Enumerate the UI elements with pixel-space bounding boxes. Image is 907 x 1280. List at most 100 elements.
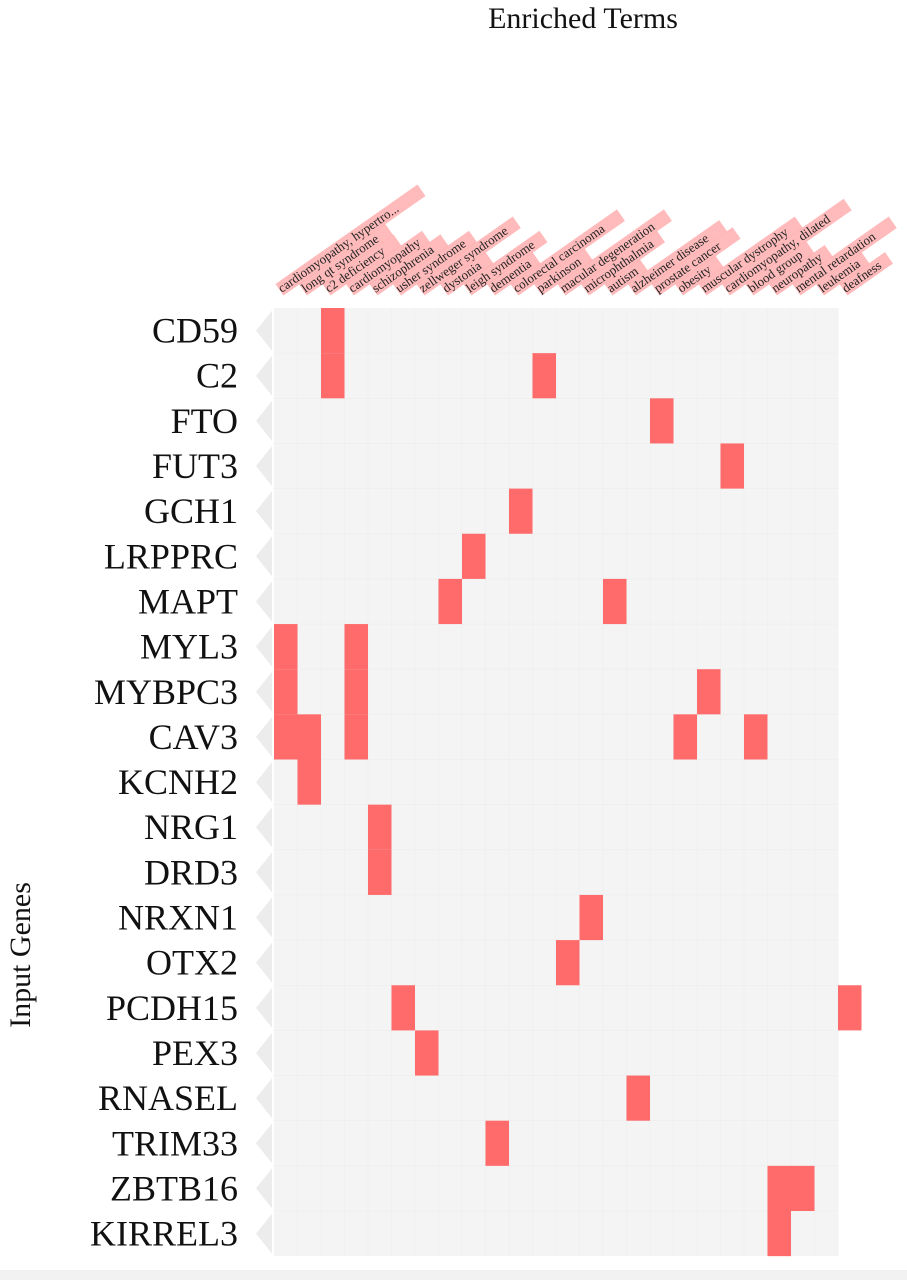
heatmap-cell bbox=[650, 398, 674, 444]
term-label-highlight bbox=[651, 227, 741, 296]
gene-label: DRD3 bbox=[144, 852, 238, 892]
heatmap-cell bbox=[438, 578, 462, 625]
gene-label: LRPPRC bbox=[104, 536, 238, 576]
term-label-highlight bbox=[345, 230, 430, 296]
gene-label: CD59 bbox=[152, 311, 238, 351]
row-pointer bbox=[256, 536, 272, 577]
row-pointer bbox=[256, 716, 272, 757]
row-pointer bbox=[256, 852, 272, 893]
heatmap-cell bbox=[274, 714, 298, 760]
heatmap-cell bbox=[344, 624, 368, 670]
term-label-highlight bbox=[298, 223, 394, 296]
heatmap-cell bbox=[368, 849, 392, 895]
row-pointer bbox=[256, 1078, 272, 1119]
heatmap-cell bbox=[321, 308, 345, 354]
term-label-highlight bbox=[745, 241, 815, 296]
term-label-highlight bbox=[486, 252, 541, 296]
heatmap-cell bbox=[321, 353, 345, 399]
heatmap-cell bbox=[579, 894, 603, 941]
heatmap-cell bbox=[720, 443, 744, 489]
heatmap-cell bbox=[391, 985, 415, 1031]
heatmap-cell bbox=[626, 1075, 650, 1121]
row-pointer bbox=[256, 987, 272, 1028]
row-pointer bbox=[256, 897, 272, 938]
heatmap-cells bbox=[274, 308, 862, 1257]
row-pointer bbox=[256, 1213, 272, 1254]
gene-label: C2 bbox=[196, 356, 238, 396]
heatmap-cell bbox=[532, 353, 556, 399]
row-pointer bbox=[256, 626, 272, 667]
row-pointer bbox=[256, 446, 272, 487]
term-label-highlight bbox=[369, 234, 449, 296]
term-label-highlight bbox=[698, 216, 803, 296]
term-label-highlight bbox=[580, 230, 665, 296]
heatmap-cell bbox=[767, 1165, 791, 1211]
heatmap-cell bbox=[462, 533, 486, 579]
y-axis-label: Input Genes bbox=[4, 882, 37, 1028]
gene-label: FUT3 bbox=[152, 446, 238, 486]
term-label-highlight bbox=[533, 248, 593, 296]
gene-label: MYL3 bbox=[140, 627, 238, 667]
row-pointer bbox=[256, 1123, 272, 1164]
heatmap-cell bbox=[838, 985, 862, 1031]
heatmap-cell bbox=[274, 669, 298, 715]
term-label-highlight bbox=[627, 220, 728, 296]
heatmap-cell bbox=[791, 1165, 815, 1211]
term-label-highlight bbox=[839, 252, 894, 296]
bottom-divider bbox=[0, 1270, 907, 1280]
row-pointer bbox=[256, 1032, 272, 1073]
term-label-highlight bbox=[322, 234, 402, 296]
term-label-highlight bbox=[439, 252, 494, 296]
gene-label: CAV3 bbox=[149, 717, 238, 757]
heatmap-cell bbox=[509, 488, 533, 534]
heatmap-cell bbox=[485, 1120, 509, 1166]
term-label-highlights bbox=[275, 184, 897, 296]
heatmap-cell bbox=[274, 624, 298, 670]
term-label-highlight bbox=[721, 198, 852, 296]
row-pointer bbox=[256, 671, 272, 712]
row-pointer bbox=[256, 491, 272, 532]
gene-label: TRIM33 bbox=[112, 1123, 238, 1163]
row-pointer bbox=[256, 942, 272, 983]
heatmap-cell bbox=[297, 714, 321, 760]
gene-label: ZBTB16 bbox=[110, 1168, 238, 1208]
heatmap-cell bbox=[344, 714, 368, 760]
term-labels: cardiomyopathy, hypertro...long qt syndr… bbox=[275, 201, 884, 296]
term-label-highlight bbox=[604, 259, 648, 296]
gene-label: KIRREL3 bbox=[90, 1214, 238, 1254]
term-label-highlight bbox=[416, 216, 521, 296]
term-label-highlight bbox=[815, 252, 870, 296]
gene-labels: CD59 C2 FTO FUT3 GCH1 LRPPRC MAPT MYL3 MYBPC3 CAV… bbox=[90, 311, 238, 1254]
heatmap-cell bbox=[297, 759, 321, 805]
gene-label: KCNH2 bbox=[118, 762, 238, 802]
gene-label: MAPT bbox=[138, 581, 238, 621]
row-pointer bbox=[256, 355, 272, 396]
row-pointer bbox=[256, 400, 272, 441]
term-label-highlight bbox=[510, 209, 625, 296]
heatmap-cell bbox=[415, 1030, 439, 1076]
gene-label: MYBPC3 bbox=[94, 672, 238, 712]
heatmap-cell bbox=[344, 669, 368, 715]
term-label-highlight bbox=[392, 230, 477, 296]
heatmap-cell bbox=[368, 804, 392, 850]
gene-label: OTX2 bbox=[146, 943, 238, 983]
term-label-highlight bbox=[674, 255, 724, 296]
gene-label: RNASEL bbox=[98, 1078, 238, 1118]
heatmap-cell bbox=[603, 578, 627, 625]
chart-title: Enriched Terms bbox=[488, 2, 678, 35]
row-pointer bbox=[256, 581, 272, 622]
gene-label: NRG1 bbox=[144, 807, 238, 847]
term-label-highlight bbox=[557, 209, 672, 296]
gene-label: NRXN1 bbox=[118, 898, 238, 938]
row-pointers bbox=[256, 310, 272, 1254]
row-pointer bbox=[256, 1168, 272, 1209]
row-pointer bbox=[256, 807, 272, 848]
heatmap-cell bbox=[697, 669, 721, 715]
heatmap-cell bbox=[767, 1211, 791, 1257]
term-label-highlight bbox=[792, 216, 897, 296]
heatmap-cell bbox=[556, 940, 580, 986]
heatmap-cell bbox=[673, 714, 697, 760]
gene-label: PEX3 bbox=[152, 1033, 238, 1073]
term-label-highlight bbox=[275, 184, 426, 296]
